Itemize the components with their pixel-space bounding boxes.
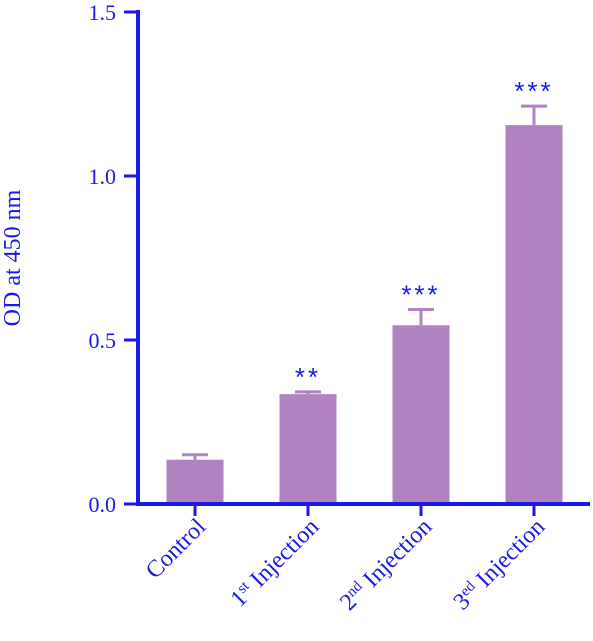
y-tick-label: 1.5 (89, 0, 117, 25)
x-tick-label: 1st Injection (226, 514, 325, 613)
bar (279, 394, 337, 504)
y-tick-label: 1.0 (89, 164, 117, 189)
bar (505, 125, 563, 504)
significance-label: ** (295, 362, 321, 392)
significance-label: *** (401, 279, 440, 309)
significance-label: *** (514, 76, 553, 106)
y-tick-label: 0.0 (89, 492, 117, 517)
y-tick-label: 0.5 (89, 328, 117, 353)
y-axis-label: OD at 450 nm (0, 189, 26, 326)
y-axis: 0.0 0.5 1.0 1.5 (89, 0, 140, 517)
bar (392, 325, 450, 504)
x-tick-label: 3ed Injection (449, 514, 550, 615)
x-tick-label: 2nd Injection (335, 514, 437, 616)
x-tick-label: Control (141, 514, 211, 584)
bar (166, 459, 224, 504)
bars-group: ******** (166, 76, 563, 504)
